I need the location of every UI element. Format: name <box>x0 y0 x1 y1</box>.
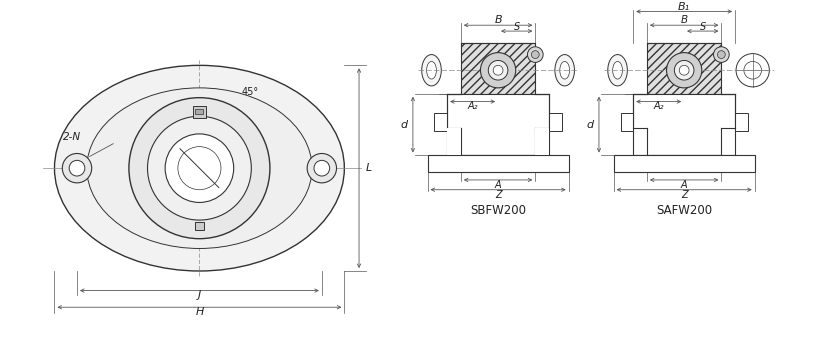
Ellipse shape <box>613 62 623 79</box>
Ellipse shape <box>555 54 574 86</box>
Text: A₂: A₂ <box>468 101 478 112</box>
Bar <box>647 43 721 94</box>
Ellipse shape <box>427 62 437 79</box>
Ellipse shape <box>86 88 312 248</box>
Text: SAFW200: SAFW200 <box>656 204 712 217</box>
Ellipse shape <box>55 65 344 271</box>
Circle shape <box>674 61 694 80</box>
Circle shape <box>307 153 336 183</box>
Text: H: H <box>195 307 204 317</box>
Circle shape <box>178 147 221 190</box>
Circle shape <box>69 160 85 176</box>
Text: 45°: 45° <box>242 87 259 97</box>
Circle shape <box>165 134 233 202</box>
Bar <box>447 94 549 155</box>
Circle shape <box>314 160 330 176</box>
Circle shape <box>493 65 503 75</box>
Bar <box>196 110 203 114</box>
Text: J: J <box>197 290 201 300</box>
Circle shape <box>481 53 516 88</box>
Ellipse shape <box>560 62 570 79</box>
Bar <box>461 43 535 94</box>
Bar <box>193 106 206 118</box>
Text: L: L <box>366 163 372 173</box>
Text: A: A <box>494 180 501 190</box>
Bar <box>447 128 461 155</box>
Circle shape <box>527 47 543 63</box>
Text: S: S <box>513 22 520 32</box>
Text: d: d <box>401 120 408 129</box>
Text: A: A <box>681 180 687 190</box>
Circle shape <box>679 65 689 75</box>
Circle shape <box>129 98 270 239</box>
Ellipse shape <box>608 54 628 86</box>
Circle shape <box>488 61 508 80</box>
Text: A₂: A₂ <box>654 101 664 112</box>
Ellipse shape <box>422 54 441 86</box>
Bar <box>434 113 447 131</box>
Circle shape <box>744 62 761 79</box>
Circle shape <box>717 51 725 58</box>
Text: B: B <box>681 15 688 25</box>
Circle shape <box>667 53 702 88</box>
Circle shape <box>531 51 539 58</box>
Text: B₁: B₁ <box>678 2 690 11</box>
Bar <box>633 94 735 155</box>
Bar <box>535 128 549 155</box>
Circle shape <box>148 116 251 220</box>
Bar <box>549 113 561 131</box>
Bar <box>428 155 569 172</box>
Text: S: S <box>699 22 706 32</box>
Text: d: d <box>587 120 594 129</box>
Circle shape <box>713 47 730 63</box>
Bar <box>735 113 747 131</box>
Text: 2-N: 2-N <box>63 132 81 142</box>
Bar <box>614 155 755 172</box>
Text: B: B <box>494 15 502 25</box>
Circle shape <box>62 153 91 183</box>
Text: Z: Z <box>494 190 501 200</box>
Bar <box>194 222 204 230</box>
Circle shape <box>736 54 769 87</box>
Text: Z: Z <box>681 190 687 200</box>
Bar <box>620 113 633 131</box>
Text: SBFW200: SBFW200 <box>470 204 526 217</box>
